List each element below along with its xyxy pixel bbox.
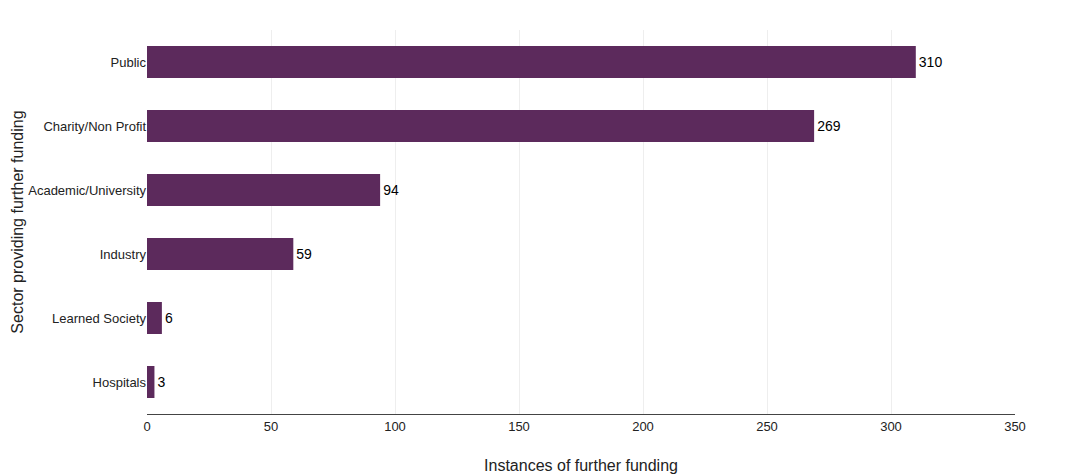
svg-text:Learned Society: Learned Society — [52, 311, 146, 326]
svg-text:0: 0 — [143, 419, 150, 434]
svg-text:150: 150 — [508, 419, 530, 434]
svg-text:269: 269 — [817, 118, 841, 134]
svg-text:350: 350 — [1004, 419, 1026, 434]
svg-text:300: 300 — [880, 419, 902, 434]
svg-text:6: 6 — [165, 310, 173, 326]
svg-text:Charity/Non Profit: Charity/Non Profit — [43, 119, 146, 134]
svg-text:Sector providing further fundi: Sector providing further funding — [9, 110, 26, 333]
svg-text:59: 59 — [296, 246, 312, 262]
svg-text:250: 250 — [756, 419, 778, 434]
svg-text:Industry: Industry — [100, 247, 147, 262]
svg-text:Hospitals: Hospitals — [93, 375, 147, 390]
svg-text:100: 100 — [384, 419, 406, 434]
svg-text:3: 3 — [157, 374, 165, 390]
svg-text:Academic/University: Academic/University — [28, 183, 146, 198]
svg-text:310: 310 — [919, 54, 943, 70]
svg-text:94: 94 — [383, 182, 399, 198]
svg-text:200: 200 — [632, 419, 654, 434]
svg-text:Instances of further funding: Instances of further funding — [484, 457, 678, 474]
svg-text:Public: Public — [111, 55, 147, 70]
svg-text:50: 50 — [264, 419, 278, 434]
